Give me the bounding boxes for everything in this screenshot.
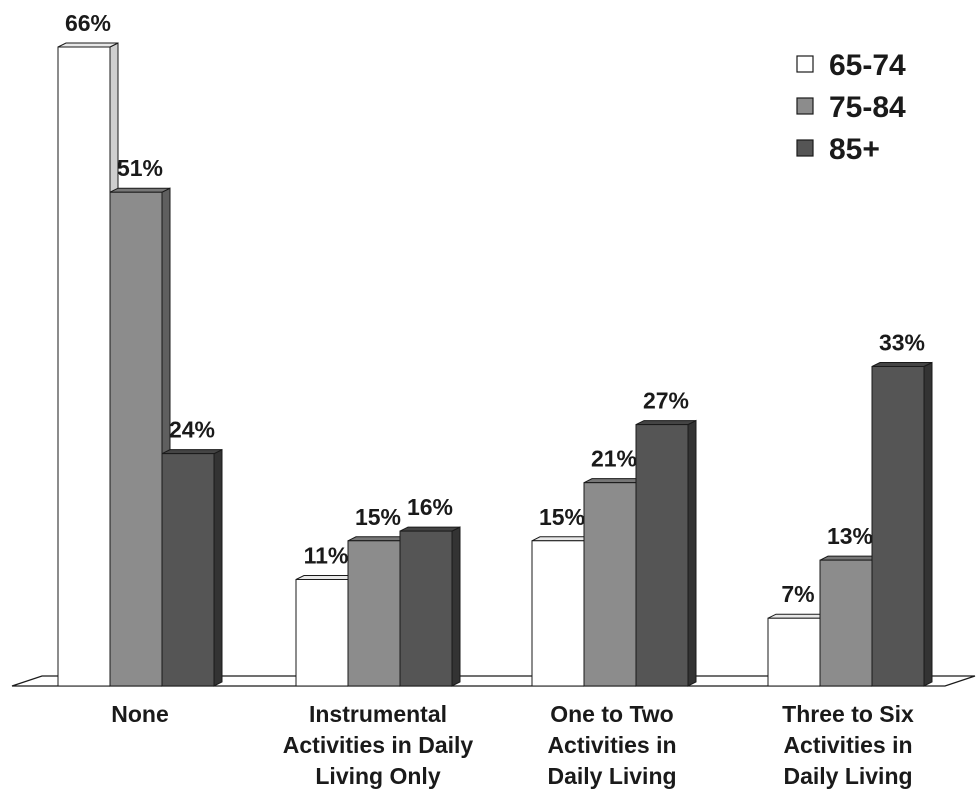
bar-75-84-2 — [583, 477, 645, 687]
category-label-1-line-0: Instrumental — [309, 701, 447, 727]
value-label: 11% — [304, 543, 349, 569]
value-label: 21% — [591, 446, 637, 472]
bar-75-84-3 — [819, 555, 881, 687]
category-label-2-line-2: Daily Living — [547, 763, 676, 789]
legend-item-85: 85+ — [796, 133, 880, 166]
bar-65-74-1 — [295, 574, 357, 687]
legend-item-65-74: 65-74 — [796, 49, 906, 82]
legend-swatch — [796, 55, 814, 73]
bar-85-3 — [871, 361, 933, 687]
category-label-2-line-0: One to Two — [550, 701, 674, 727]
bar-65-74-0 — [57, 42, 119, 687]
legend-label: 85+ — [829, 133, 880, 166]
category-label-3-line-1: Activities in — [783, 732, 912, 758]
bar-75-84-1 — [347, 535, 409, 687]
legend-label: 65-74 — [829, 49, 906, 82]
bar-65-74-2 — [531, 535, 593, 687]
legend: 65-74 75-84 85+ — [796, 49, 906, 166]
value-label: 51% — [117, 155, 163, 181]
bar-75-84-0 — [109, 187, 171, 687]
category-label-1-line-2: Living Only — [315, 763, 440, 789]
bar-85-1 — [399, 526, 461, 687]
legend-swatch — [796, 97, 814, 115]
value-label: 24% — [169, 417, 215, 443]
category-label-2-line-1: Activities in — [547, 732, 676, 758]
value-label: 15% — [355, 504, 401, 530]
legend-label: 75-84 — [829, 91, 906, 124]
category-label-0-line-0: None — [111, 701, 169, 727]
category-label-3-line-0: Three to Six — [782, 701, 914, 727]
value-label: 13% — [827, 523, 873, 549]
bar-85-2 — [635, 419, 697, 687]
legend-item-75-84: 75-84 — [796, 91, 906, 124]
bars-group — [57, 42, 933, 687]
bar-85-0 — [161, 448, 223, 687]
value-label: 27% — [643, 388, 689, 414]
value-label: 66% — [65, 10, 111, 36]
category-label-1-line-1: Activities in Daily — [283, 732, 474, 758]
value-label: 16% — [407, 494, 453, 520]
legend-swatch — [796, 139, 814, 157]
bar-65-74-3 — [767, 613, 829, 687]
category-label-3-line-2: Daily Living — [783, 763, 912, 789]
value-label: 33% — [879, 330, 925, 356]
value-label: 15% — [539, 504, 585, 530]
value-labels: 66%51%24%11%15% 16% 15%21%27%7%13%33% — [65, 10, 925, 607]
category-labels: None Instrumental Activities in Daily Livin… — [111, 701, 914, 789]
value-label: 7% — [781, 581, 814, 607]
